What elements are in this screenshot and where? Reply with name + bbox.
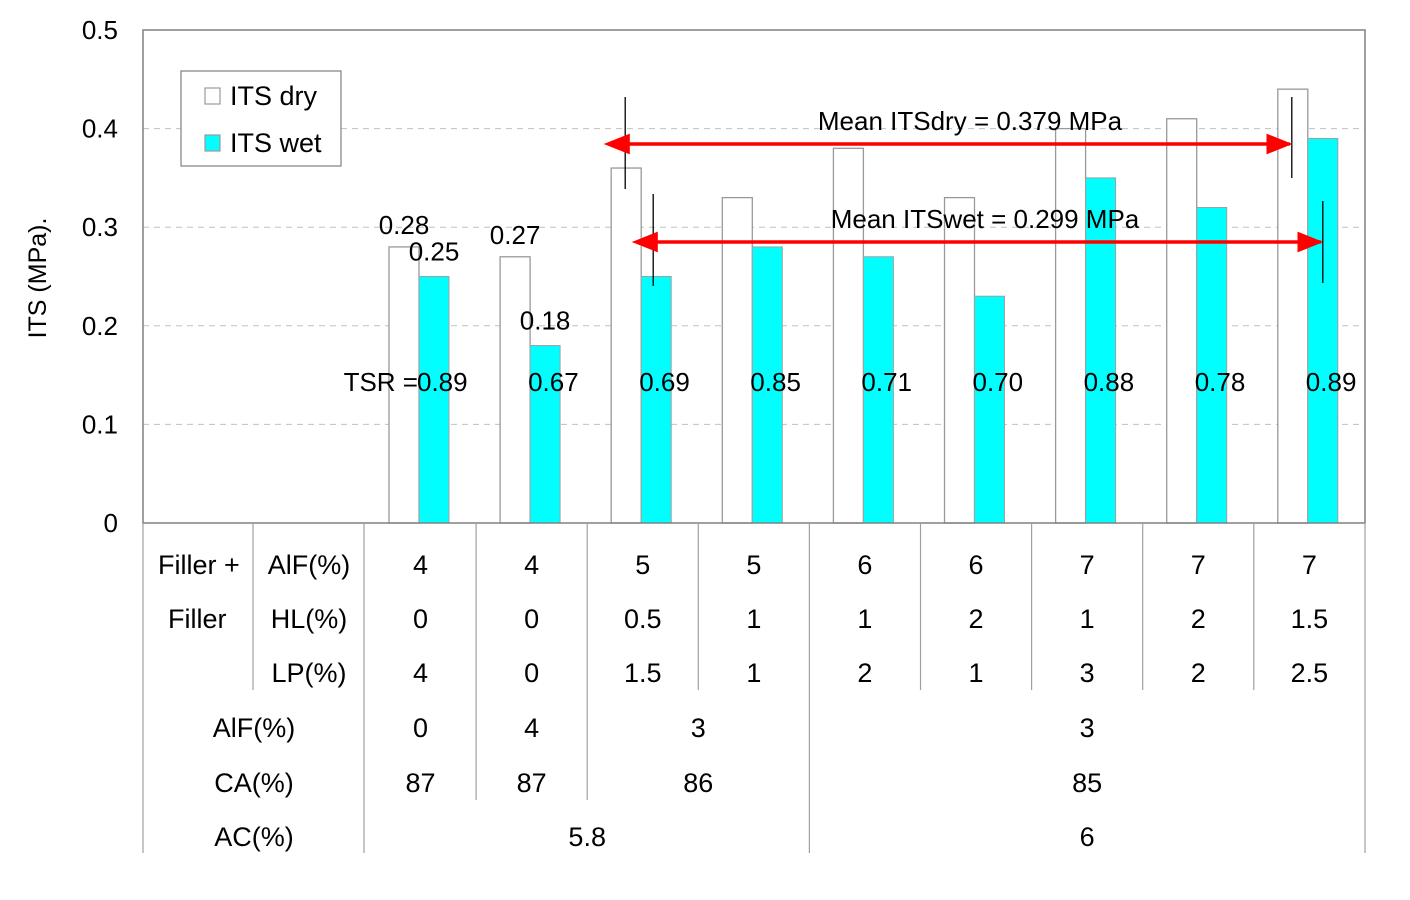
table-cell: 1.5 (624, 658, 662, 688)
table-cell: 0.5 (624, 604, 662, 634)
table-cell: 1 (746, 658, 761, 688)
data-label-wet: 0.18 (520, 306, 571, 336)
bar-its-dry (832, 147, 865, 524)
tsr-value: 0.69 (639, 367, 690, 397)
table-cell: 7 (1080, 550, 1095, 580)
table-cell: 0 (524, 604, 539, 634)
table-cell: 7 (1191, 550, 1206, 580)
bar-its-dry (499, 256, 531, 524)
table-merged-cell: 85 (1072, 768, 1102, 798)
mean-wet-label: Mean ITSwet = 0.299 MPa (831, 204, 1140, 234)
table-cell: 4 (413, 550, 428, 580)
tsr-value: 0.88 (1084, 367, 1135, 397)
table-row-label: LP(%) (271, 658, 346, 688)
bar-its-dry (1166, 118, 1198, 524)
bar-its-wet (1307, 137, 1339, 524)
bar-its-wet (974, 295, 1005, 524)
y-tick-label: 0.3 (82, 212, 118, 242)
y-tick-label: 0 (104, 508, 118, 538)
table-cell: 5 (746, 550, 761, 580)
tsr-value: 0.89 (1306, 367, 1357, 397)
data-label-dry: 0.28 (379, 210, 430, 240)
bar-its-wet (1196, 206, 1228, 524)
bar-its-wet (862, 256, 894, 524)
table-merged-cell: 6 (1080, 822, 1095, 852)
legend-label-its-dry: ITS dry (230, 81, 318, 111)
tsr-labels: TSR = 0.89 0.67 0.69 0.85 0.71 0.70 0.88 0.78 0.… (344, 367, 1357, 397)
composition-table: Filler + Filler AlF(%) 4 4 5 5 6 6 7 7 7 HL(%) 0 0 0.… (142, 523, 1366, 853)
tsr-value: 0.67 (528, 367, 579, 397)
y-axis-label: ITS (MPa). (24, 218, 52, 339)
y-tick-label: 0.4 (82, 114, 118, 144)
legend-label-its-wet: ITS wet (230, 128, 322, 158)
table-merged-row-label: CA(%) (214, 768, 294, 798)
tsr-value: 0.71 (861, 367, 912, 397)
table-cell: 1 (857, 604, 872, 634)
legend: ITS dry ITS wet (180, 70, 342, 167)
plot-area-frame (142, 29, 1366, 524)
data-label-dry: 0.27 (490, 220, 541, 250)
table-merged-cell: 0 (413, 713, 428, 743)
table-filler-label: Filler (168, 604, 227, 634)
table-merged-cell: 5.8 (568, 822, 606, 852)
table-merged-cell: 86 (683, 768, 713, 798)
bar-its-dry (943, 196, 976, 524)
table-merged-cell: 4 (524, 713, 539, 743)
table-cell: 1.5 (1291, 604, 1329, 634)
table-cell: 6 (857, 550, 872, 580)
table-cell: 7 (1302, 550, 1317, 580)
table-cell: 5 (635, 550, 650, 580)
table-cell: 2 (969, 604, 984, 634)
table-cell: 4 (413, 658, 428, 688)
table-merged-row-label: AlF(%) (213, 713, 296, 743)
tsr-value: 0.78 (1195, 367, 1246, 397)
table-cell: 0 (524, 658, 539, 688)
tsr-prefix: TSR = (344, 367, 418, 397)
data-labels: 0.28 0.27 0.25 0.18 (379, 210, 571, 336)
table-row-label: AlF(%) (268, 550, 351, 580)
legend-swatch-its-dry (204, 87, 221, 105)
table-filler-plus-label: Filler + (158, 550, 240, 580)
table-cell: 0 (413, 604, 428, 634)
mean-annotations: Mean ITSdry = 0.379 MPa Mean ITSwet = 0.2… (603, 97, 1324, 286)
bar-its-wet (418, 276, 450, 524)
bar-its-wet (751, 246, 783, 524)
bar-its-dry (1277, 88, 1309, 524)
bar-its-wet (640, 276, 672, 524)
table-merged-cell: 87 (517, 768, 547, 798)
table-row-label: HL(%) (271, 604, 348, 634)
mean-dry-label: Mean ITSdry = 0.379 MPa (818, 106, 1123, 136)
y-axis-ticks: 0 0.1 0.2 0.3 0.4 0.5 (82, 15, 118, 538)
table-cell: 2 (857, 658, 872, 688)
table-cell: 3 (1080, 658, 1095, 688)
legend-swatch-its-wet (204, 134, 221, 152)
y-tick-label: 0.1 (82, 409, 118, 439)
table-merged-cell: 3 (691, 713, 706, 743)
bar-its-dry (721, 196, 753, 524)
table-merged-cell: 87 (406, 768, 436, 798)
tsr-value: 0.89 (417, 367, 468, 397)
bar-its-dry (1054, 127, 1087, 524)
table-cell: 1 (746, 604, 761, 634)
table-cell: 2.5 (1291, 658, 1329, 688)
table-cell: 4 (524, 550, 539, 580)
y-tick-label: 0.2 (82, 311, 118, 341)
y-tick-label: 0.5 (82, 15, 118, 45)
tsr-value: 0.70 (973, 367, 1024, 397)
table-merged-row-label: AC(%) (214, 822, 294, 852)
table-cell: 2 (1191, 658, 1206, 688)
data-label-wet: 0.25 (409, 237, 460, 267)
table-cell: 1 (969, 658, 984, 688)
table-cell: 1 (1080, 604, 1095, 634)
bar-its-wet (529, 345, 561, 524)
bar-its-dry (610, 167, 642, 524)
table-cell: 2 (1191, 604, 1206, 634)
table-merged-cell: 3 (1080, 713, 1095, 743)
table-cell: 6 (969, 550, 984, 580)
tsr-value: 0.85 (750, 367, 801, 397)
